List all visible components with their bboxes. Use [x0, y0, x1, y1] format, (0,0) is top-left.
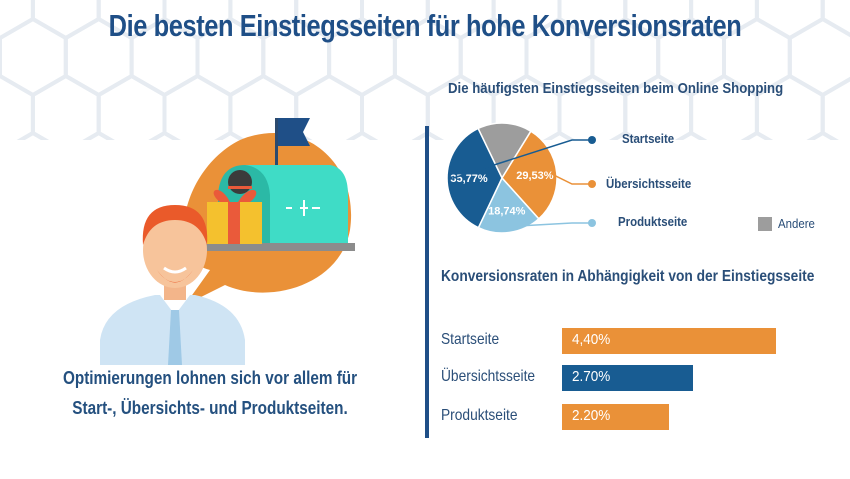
hexagon-shape: [543, 130, 576, 140]
pie-legend-startseite: Startseite: [622, 131, 675, 146]
page-title: Die besten Einstiegsseiten für hohe Konv…: [108, 8, 742, 43]
gift-icon: [207, 170, 262, 244]
hexagon-shape: [609, 130, 642, 140]
caption-line-1: Optimierungen lohnen sich vor allem für: [62, 368, 358, 388]
pie-legend-uebersichtsseite: Übersichtsseite: [606, 176, 692, 191]
divider: [425, 126, 429, 438]
person-icon: [100, 205, 245, 365]
pie-leader-line: [509, 222, 592, 228]
pie-slice-startseite: [446, 127, 503, 229]
pie-leader-line: [550, 172, 592, 185]
hexagon-shape: [0, 0, 35, 41]
pie-value-label: 29,53%: [516, 170, 554, 182]
pie-chart-title: Die häufigsten Einstiegsseiten beim Onli…: [448, 80, 784, 97]
hexagon-shape: [0, 73, 35, 140]
hexagon-shape: [82, 130, 115, 140]
hexagon-shape: [16, 130, 50, 140]
pie-legend-dot: [588, 180, 596, 188]
hexagon-shape: [345, 130, 379, 140]
pie-value-label: 18,74%: [488, 206, 526, 218]
pie-leader-line: [452, 139, 592, 179]
bar: 4,40%: [562, 328, 776, 354]
hexagon-shape: [740, 130, 774, 140]
caption-line-2: Start-, Übersichts- und Produktseiten.: [72, 398, 348, 418]
pie-slice-bersichtsseite: [501, 130, 558, 220]
bar-value-label: 2.70%: [572, 368, 611, 385]
bar-category-label: Startseite: [441, 331, 500, 348]
hexagon-shape: [148, 130, 181, 140]
hexagon-shape: [674, 130, 708, 140]
bar-chart-title: Konversionsraten in Abhängigkeit von der…: [441, 268, 815, 285]
bar-category-label: Übersichtsseite: [441, 368, 536, 385]
pie-chart: 29,53% 18,74% 35,77%: [446, 122, 596, 234]
pie-value-label: 35,77%: [450, 173, 488, 185]
bar: 2.20%: [562, 404, 669, 430]
bar-value-label: 4,40%: [572, 331, 611, 348]
illustration: [100, 118, 355, 365]
pie-slice-andere: [477, 122, 532, 180]
pie-legend-produktseite: Produktseite: [618, 214, 688, 229]
hexagon-shape: [806, 130, 839, 140]
bar: 2.70%: [562, 365, 694, 391]
bar-value-label: 2.20%: [572, 407, 611, 424]
pie-legend-andere: Andere: [778, 216, 815, 231]
pie-legend-dot: [588, 219, 596, 227]
pie-legend-dot: [588, 136, 596, 144]
pie-slice-produktseite: [477, 176, 540, 234]
pie-legend-andere-swatch: [758, 217, 772, 231]
bar-category-label: Produktseite: [441, 407, 518, 424]
hexagon-shape: [214, 130, 247, 140]
